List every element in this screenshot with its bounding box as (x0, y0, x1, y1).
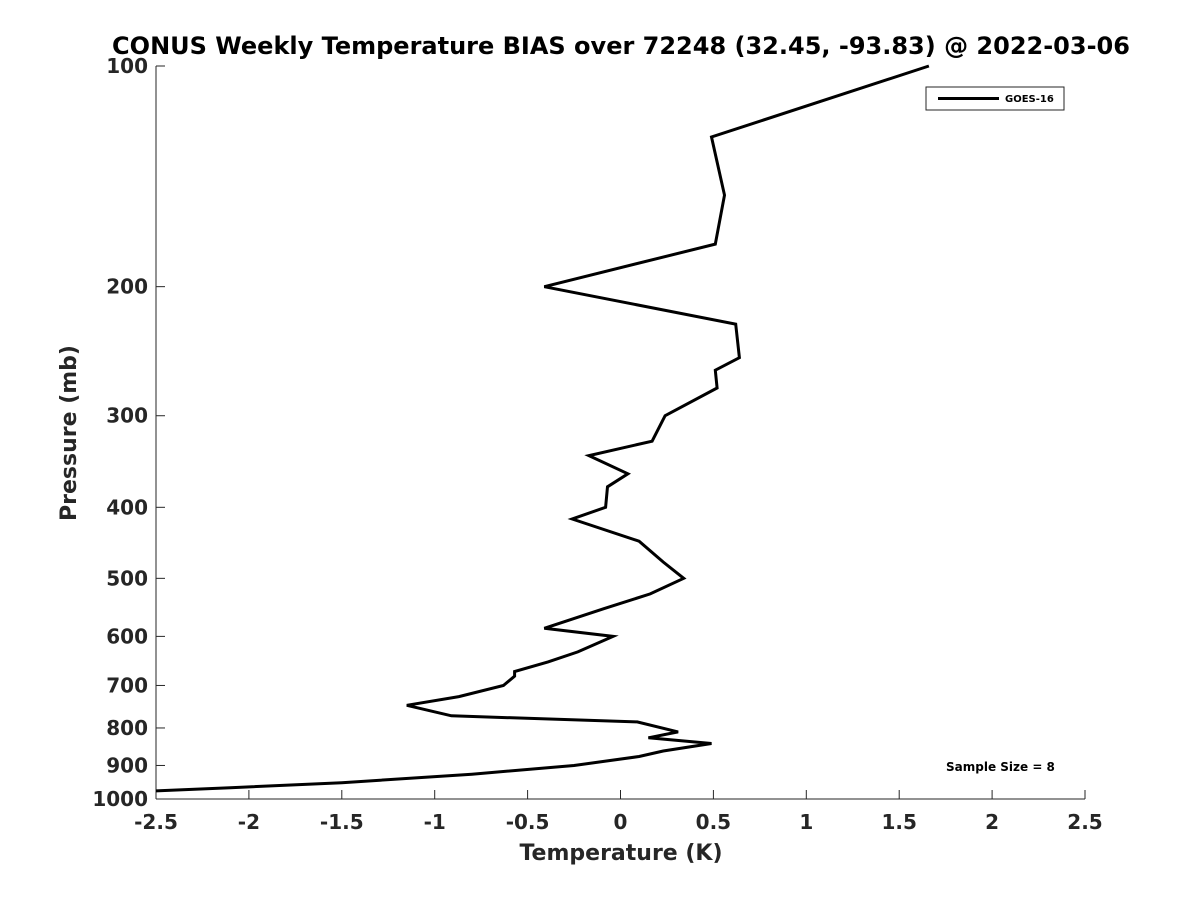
y-axis-ticks: 100 200 300 400 500 600 700 800 900 1000 (92, 54, 165, 811)
x-tick-label: -1.5 (320, 810, 364, 834)
x-tick-label: -2 (238, 810, 260, 834)
x-axis-ticks: -2.5 -2 -1.5 -1 -0.5 0 0.5 1 1.5 2 2.5 (134, 790, 1103, 834)
x-tick-label: -2.5 (134, 810, 178, 834)
y-tick-label: 1000 (92, 787, 148, 811)
x-tick-label: 0.5 (696, 810, 731, 834)
x-tick-label: 2.5 (1067, 810, 1102, 834)
y-tick-label: 800 (106, 716, 148, 740)
y-tick-label: 300 (106, 404, 148, 428)
y-tick-label: 200 (106, 275, 148, 299)
y-axis-label: Pressure (mb) (57, 345, 82, 521)
series-line-goes-16 (155, 64, 930, 793)
series-layer (155, 64, 930, 793)
legend: GOES-16 (925, 86, 1065, 111)
x-tick-label: 0 (614, 810, 628, 834)
y-tick-label: 500 (106, 566, 148, 590)
y-tick-label: 400 (106, 495, 148, 519)
sample-size-annotation: Sample Size = 8 (946, 760, 1055, 774)
x-tick-label: 2 (985, 810, 999, 834)
chart-title: CONUS Weekly Temperature BIAS over 72248… (112, 32, 1130, 60)
y-tick-label: 700 (106, 673, 148, 697)
x-axis-label: Temperature (K) (519, 841, 722, 866)
x-tick-label: 1 (799, 810, 813, 834)
x-tick-label: -1 (424, 810, 446, 834)
legend-label-goes-16: GOES-16 (1005, 94, 1054, 105)
y-tick-label: 100 (106, 54, 148, 78)
x-tick-label: 1.5 (881, 810, 916, 834)
y-tick-label: 900 (106, 753, 148, 777)
axes (155, 66, 1085, 800)
x-tick-label: -0.5 (506, 810, 550, 834)
y-tick-label: 600 (106, 624, 148, 648)
